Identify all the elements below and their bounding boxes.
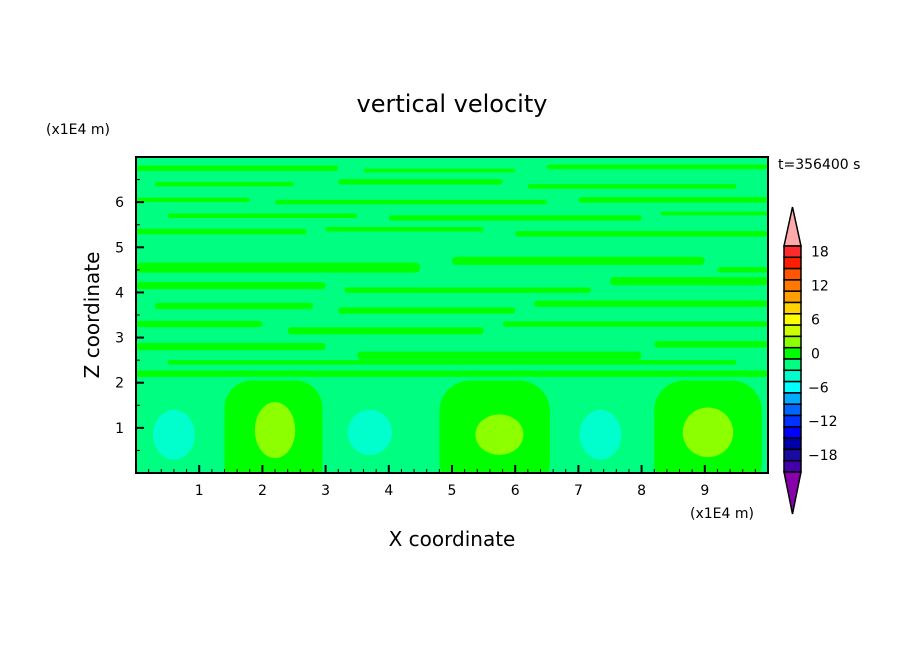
colorbar-label: 0	[811, 346, 820, 362]
colorbar-label: −18	[808, 448, 838, 464]
y-axis-label: Z coordinate	[80, 252, 104, 379]
positive-streak	[660, 211, 768, 216]
x-tick-label: 3	[321, 483, 330, 499]
chart-title: vertical velocity	[357, 90, 548, 118]
downdraft-core	[579, 409, 622, 460]
colorbar-label: −12	[808, 414, 838, 430]
positive-streak	[136, 197, 250, 203]
positive-streak	[344, 287, 592, 293]
colorbar-box	[783, 414, 802, 428]
x-tick-label: 6	[511, 483, 520, 499]
x-unit-label: (x1E4 m)	[690, 506, 754, 522]
positive-streak	[136, 370, 768, 377]
positive-streak	[325, 226, 484, 232]
positive-streak	[527, 184, 737, 189]
positive-streak	[452, 256, 705, 265]
positive-streak	[154, 181, 294, 187]
colorbar-box	[783, 245, 802, 259]
colorbar-box	[783, 369, 802, 383]
x-tick-label: 8	[637, 483, 646, 499]
downdraft-core	[347, 409, 392, 455]
updraft-core	[682, 407, 734, 458]
positive-streak	[546, 164, 768, 170]
positive-streak	[717, 267, 768, 273]
contour-field	[136, 157, 768, 473]
colorbar-box	[783, 459, 802, 473]
positive-streak	[136, 320, 263, 328]
colorbar-box	[783, 335, 802, 349]
colorbar: 18 12 6 0 −6 −12 −18	[783, 206, 838, 515]
positive-streak	[502, 321, 768, 327]
y-tick-label: 6	[115, 195, 124, 211]
y-tick-label: 3	[115, 331, 124, 347]
x-tick-label: 4	[384, 483, 393, 499]
colorbar-box	[783, 392, 802, 405]
positive-streak	[357, 351, 642, 360]
updraft-core	[475, 414, 524, 455]
colorbar-box	[783, 256, 802, 270]
x-tick-label: 2	[258, 483, 267, 499]
x-tick-label: 5	[448, 483, 457, 499]
colorbar-under-triangle	[783, 471, 802, 515]
colorbar-box	[783, 313, 802, 326]
x-tick-label: 7	[574, 483, 583, 499]
positive-streak	[154, 302, 313, 310]
positive-streak	[388, 215, 642, 221]
positive-streak	[338, 179, 503, 185]
colorbar-box	[783, 301, 802, 315]
positive-streak	[136, 228, 307, 235]
positive-streak	[136, 262, 421, 273]
positive-streak	[338, 307, 516, 314]
colorbar-box	[783, 324, 802, 338]
y-tick-label: 1	[115, 421, 124, 437]
positive-streak	[287, 327, 484, 335]
colorbar-box	[783, 358, 802, 372]
x-tick-label: 9	[700, 483, 709, 499]
positive-streak	[167, 360, 737, 365]
positive-streak	[136, 342, 326, 351]
colorbar-box	[783, 290, 802, 304]
updraft-core	[254, 402, 296, 459]
positive-streak	[363, 168, 516, 173]
colorbar-label: −6	[808, 380, 829, 396]
colorbar-box	[783, 279, 802, 292]
positive-streak	[534, 300, 768, 307]
colorbar-box	[783, 448, 802, 462]
positive-streak	[515, 231, 768, 237]
axes: 1 2 3 4 5 6 7 8 9 1 2 3 4 5 6	[115, 179, 756, 499]
x-axis-label: X coordinate	[389, 527, 516, 551]
colorbar-box	[783, 437, 802, 451]
colorbar-box	[783, 267, 802, 281]
colorbar-box	[783, 403, 802, 417]
time-label: t=356400 s	[778, 157, 860, 173]
positive-streak	[578, 197, 768, 203]
colorbar-label: 18	[811, 245, 829, 261]
colorbar-box	[783, 346, 802, 360]
y-unit-label: (x1E4 m)	[46, 122, 110, 138]
colorbar-box	[783, 426, 802, 439]
positive-streak	[136, 165, 339, 171]
y-tick-label: 2	[115, 376, 124, 392]
colorbar-box	[783, 380, 802, 394]
positive-streak	[167, 213, 358, 218]
positive-streak	[610, 277, 768, 286]
downdraft-core	[153, 409, 195, 460]
positive-streak	[275, 199, 547, 205]
colorbar-label: 12	[811, 279, 829, 295]
colorbar-label: 6	[811, 312, 820, 328]
positive-streak	[654, 341, 768, 348]
positive-streak	[136, 282, 326, 290]
x-tick-label: 1	[195, 483, 204, 499]
y-tick-label: 5	[115, 240, 124, 256]
colorbar-over-triangle	[783, 206, 802, 247]
y-tick-label: 4	[115, 285, 124, 301]
